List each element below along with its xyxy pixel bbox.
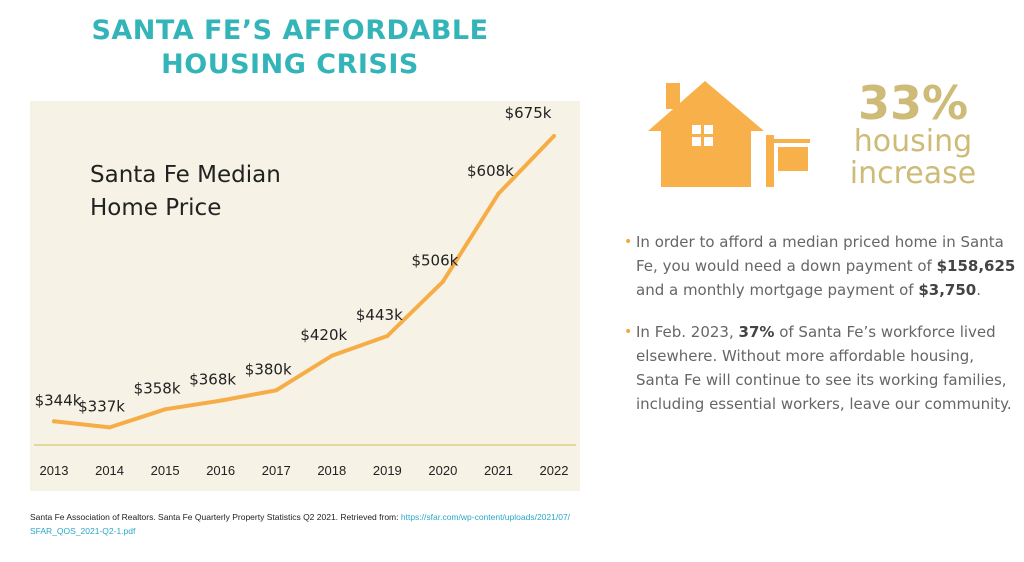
- bullet-item-down-payment: • In order to afford a median priced hom…: [620, 230, 1020, 302]
- data-label: $380k: [245, 360, 292, 378]
- house-for-sale-icon: [648, 81, 810, 187]
- headline-line-1: SANTA FE’S AFFORDABLE: [91, 15, 489, 46]
- data-point: [218, 398, 223, 403]
- bullet-1-text-middle: and a monthly mortgage payment of: [636, 281, 919, 299]
- x-tick-label: 2016: [206, 463, 235, 478]
- x-tick-label: 2021: [484, 463, 513, 478]
- data-label: $443k: [356, 306, 403, 324]
- stat-label: housing increase: [848, 126, 978, 190]
- data-point: [385, 333, 390, 338]
- bullet-1-text-start: In order to afford a median priced home …: [636, 233, 1004, 275]
- source-url-part-1[interactable]: https://sfar.com/wp-content/uploads/2021…: [400, 512, 571, 522]
- headline-line-2: HOUSING CRISIS: [161, 49, 419, 80]
- data-label: $675k: [505, 104, 552, 122]
- data-point: [163, 407, 168, 412]
- page-headline: SANTA FE’S AFFORDABLE HOUSING CRISIS: [40, 14, 540, 82]
- data-point: [496, 191, 501, 196]
- stat-label-line-1: housing: [853, 124, 973, 159]
- data-label: $358k: [134, 379, 181, 397]
- source-citation: Santa Fe Association of Realtors. Santa …: [30, 510, 590, 538]
- data-label: $506k: [411, 252, 458, 270]
- bullet-1-text-end: .: [976, 281, 981, 299]
- line-chart: 2013 $344k 2014 $337k 2015 $358k 2016 $368k 2017…: [34, 104, 576, 478]
- series-line: [52, 134, 556, 430]
- x-tick-label: 2019: [373, 463, 402, 478]
- source-url-part-2[interactable]: SFAR_QOS_2021-Q2-1.pdf: [30, 526, 136, 536]
- source-text: Santa Fe Association of Realtors. Santa …: [30, 512, 401, 522]
- data-point: [52, 419, 56, 424]
- data-label: $608k: [467, 162, 514, 180]
- data-point: [440, 279, 445, 284]
- data-label: $420k: [300, 326, 347, 344]
- x-tick-label: 2013: [40, 463, 69, 478]
- x-tick-label: 2018: [317, 463, 346, 478]
- bullet-item-workforce: • In Feb. 2023, 37% of Santa Fe’s workfo…: [620, 320, 1020, 416]
- data-point: [107, 425, 112, 430]
- chart-title: Santa Fe Median Home Price: [90, 159, 350, 225]
- bullet-list: • In order to afford a median priced hom…: [620, 230, 1020, 434]
- x-tick-label: 2017: [262, 463, 291, 478]
- data-point: [274, 388, 279, 393]
- chart-title-line-2: Home Price: [90, 195, 222, 221]
- bullet-dot-icon: •: [624, 324, 633, 340]
- chart-title-line-1: Santa Fe Median: [90, 162, 281, 188]
- data-label: $368k: [189, 371, 236, 389]
- data-label: $344k: [35, 391, 82, 409]
- workforce-percentage: 37%: [738, 323, 775, 341]
- x-tick-label: 2020: [428, 463, 457, 478]
- chart-panel: 2013 $344k 2014 $337k 2015 $358k 2016 $368k 2017…: [30, 101, 580, 491]
- bullet-2-text-start: In Feb. 2023,: [636, 323, 739, 341]
- bullet-dot-icon: •: [624, 234, 633, 250]
- stat-percentage: 33%: [857, 76, 969, 130]
- x-tick-label: 2022: [540, 463, 569, 478]
- mortgage-payment-amount: $3,750: [918, 281, 977, 299]
- data-label: $337k: [78, 397, 125, 415]
- bullet-2-text-end: of Santa Fe’s workforce lived elsewhere.…: [636, 323, 1012, 413]
- stat-label-line-2: increase: [849, 156, 977, 191]
- x-tick-label: 2015: [151, 463, 180, 478]
- down-payment-amount: $158,625: [936, 257, 1016, 275]
- x-tick-label: 2014: [95, 463, 124, 478]
- data-point: [552, 134, 556, 138]
- data-point: [329, 353, 334, 358]
